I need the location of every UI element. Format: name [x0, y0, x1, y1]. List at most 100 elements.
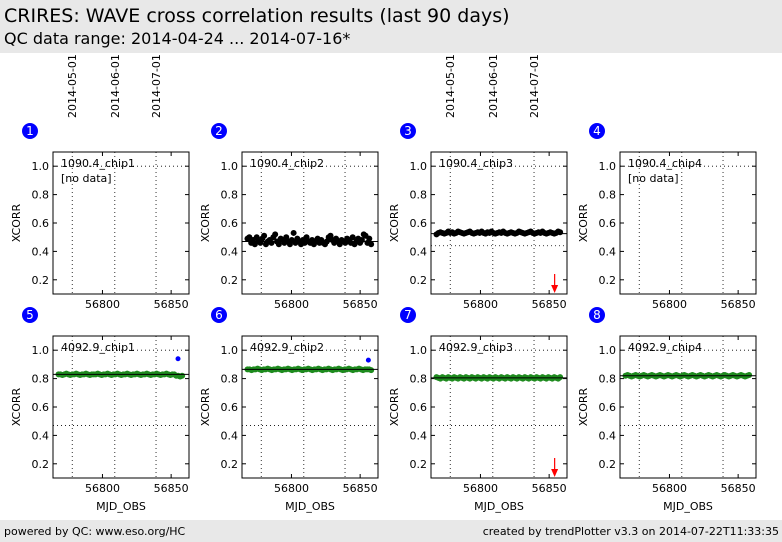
panel-label: 1090.4_chip1 [61, 157, 135, 170]
data-point [349, 234, 356, 241]
y-tick-label: 0.2 [410, 274, 428, 287]
panel-label: 4092.9_chip4 [628, 341, 702, 354]
x-tick-label: 56850 [721, 482, 756, 495]
panel-label: 1090.4_chip2 [250, 157, 324, 170]
y-tick-label: 1.0 [32, 160, 50, 173]
y-tick-label: 0.2 [410, 458, 428, 471]
x-tick-label: 56800 [85, 298, 120, 311]
y-tick-label: 0.2 [221, 274, 239, 287]
header-bar: CRIRES: WAVE cross correlation results (… [0, 0, 782, 53]
data-point [268, 239, 275, 246]
panel-badge [211, 123, 227, 139]
y-tick-label: 0.2 [32, 274, 50, 287]
date-label: 2014-05-01 [444, 54, 457, 118]
y-tick-label: 0.8 [221, 189, 239, 202]
y-tick-label: 1.0 [221, 160, 239, 173]
x-tick-label: 56850 [343, 482, 378, 495]
x-tick-label: 56800 [463, 298, 498, 311]
y-tick-label: 1.0 [599, 160, 617, 173]
page-subtitle: QC data range: 2014-04-24 ... 2014-07-16… [4, 29, 351, 48]
panel-badge [400, 123, 416, 139]
y-tick-label: 0.4 [599, 245, 617, 258]
y-tick-label: 0.8 [599, 189, 617, 202]
data-point [179, 372, 186, 379]
date-label: 2014-06-01 [487, 54, 500, 118]
y-tick-label: 0.4 [599, 429, 617, 442]
footer-credit: powered by QC: www.eso.org/HC [4, 525, 186, 538]
y-tick-label: 1.0 [599, 344, 617, 357]
data-point [557, 374, 564, 381]
date-label: 2014-05-01 [66, 54, 79, 118]
y-tick-label: 1.0 [32, 344, 50, 357]
y-tick-label: 0.6 [32, 401, 50, 414]
data-point [290, 229, 297, 236]
x-tick-label: 56850 [343, 298, 378, 311]
data-point [275, 241, 282, 248]
x-tick-label: 56850 [532, 482, 567, 495]
panel-badge-number: 2 [215, 124, 223, 138]
x-axis-label: MJD_OBS [96, 500, 146, 513]
panel-badge [400, 307, 416, 323]
footer-generator: created by trendPlotter v3.3 on 2014-07-… [482, 525, 779, 538]
y-tick-label: 0.8 [221, 373, 239, 386]
plot-frame [241, 151, 379, 295]
x-tick-label: 56850 [154, 482, 189, 495]
outlier-point [365, 357, 371, 363]
panel-badge-number: 5 [26, 308, 34, 322]
panel-label: 4092.9_chip3 [439, 341, 513, 354]
plot-frame [241, 335, 379, 479]
y-tick-label: 0.8 [32, 373, 50, 386]
plot-frame [619, 335, 757, 479]
y-tick-label: 0.8 [410, 373, 428, 386]
plot-frame [52, 335, 190, 479]
y-tick-label: 0.2 [221, 458, 239, 471]
plot-frame [430, 335, 568, 479]
panel-badge [589, 123, 605, 139]
x-tick-label: 56850 [532, 298, 567, 311]
y-axis-label: XCORR [10, 203, 23, 242]
x-axis-label: MJD_OBS [285, 500, 335, 513]
y-tick-label: 1.0 [410, 344, 428, 357]
x-tick-label: 56800 [85, 482, 120, 495]
y-tick-label: 0.4 [221, 429, 239, 442]
footer-bar: powered by QC: www.eso.org/HC created by… [0, 520, 782, 542]
panel-badge-number: 4 [593, 124, 601, 138]
y-tick-label: 0.6 [410, 217, 428, 230]
x-tick-label: 56800 [652, 482, 687, 495]
data-point [368, 367, 375, 374]
panel-badge [589, 307, 605, 323]
panel-badge-number: 7 [404, 308, 412, 322]
y-tick-label: 0.2 [599, 274, 617, 287]
y-tick-label: 1.0 [410, 160, 428, 173]
y-axis-label: XCORR [577, 387, 590, 426]
y-tick-label: 0.6 [221, 217, 239, 230]
x-tick-label: 56850 [721, 298, 756, 311]
y-tick-label: 0.4 [32, 245, 50, 258]
panel-label: 4092.9_chip2 [250, 341, 324, 354]
y-tick-label: 0.6 [32, 217, 50, 230]
plot-frame [430, 151, 568, 295]
date-label: 2014-06-01 [109, 54, 122, 118]
y-axis-label: XCORR [388, 203, 401, 242]
data-point [261, 232, 268, 239]
data-point [557, 229, 564, 236]
panel-badge [22, 307, 38, 323]
data-point [746, 372, 753, 379]
x-tick-label: 56800 [274, 482, 309, 495]
out-of-range-arrow-head [551, 285, 559, 293]
y-tick-label: 0.2 [599, 458, 617, 471]
date-label: 2014-07-01 [150, 54, 163, 118]
x-tick-label: 56850 [154, 298, 189, 311]
x-tick-label: 56800 [274, 298, 309, 311]
y-tick-label: 1.0 [221, 344, 239, 357]
page-title: CRIRES: WAVE cross correlation results (… [4, 5, 510, 27]
panel-badge-number: 6 [215, 308, 223, 322]
y-tick-label: 0.2 [32, 458, 50, 471]
y-tick-label: 0.4 [410, 429, 428, 442]
x-axis-label: MJD_OBS [663, 500, 713, 513]
y-tick-label: 0.4 [221, 245, 239, 258]
data-point [272, 231, 279, 238]
panel-label: 1090.4_chip3 [439, 157, 513, 170]
panel-label: 1090.4_chip4 [628, 157, 702, 170]
